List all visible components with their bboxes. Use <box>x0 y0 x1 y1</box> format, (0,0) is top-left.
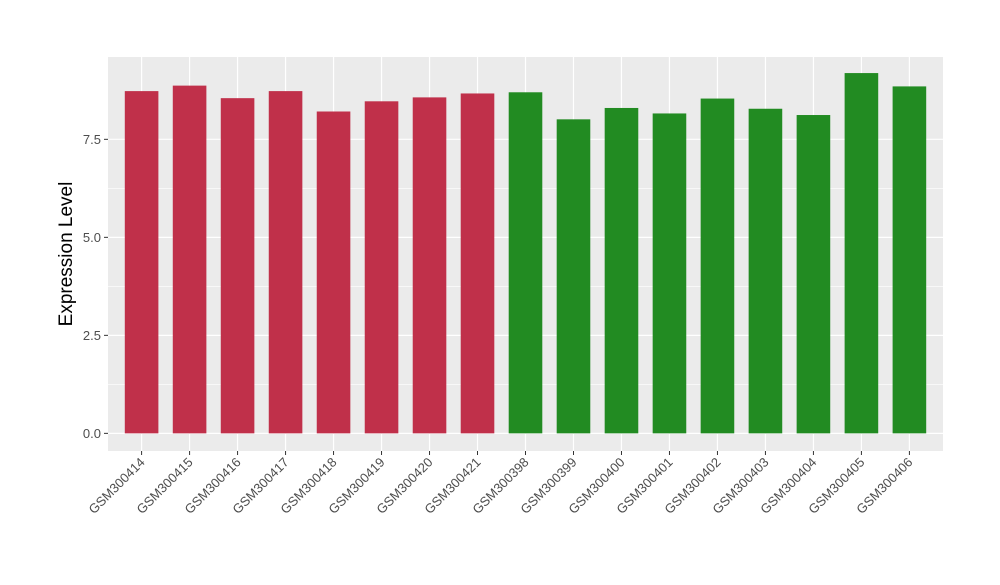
bar <box>556 119 591 434</box>
x-axis: GSM300414GSM300415GSM300416GSM300417GSM3… <box>85 451 916 517</box>
bar <box>892 86 927 434</box>
bar <box>652 113 687 434</box>
bar <box>172 85 207 434</box>
y-tick-label: 7.5 <box>83 132 101 147</box>
bar <box>604 107 639 434</box>
bar <box>796 115 831 434</box>
bar <box>316 111 351 434</box>
bar <box>412 97 447 434</box>
bar <box>748 108 783 434</box>
bar <box>508 92 543 434</box>
bars <box>124 73 927 434</box>
y-tick-label: 0.0 <box>83 426 101 441</box>
y-axis: 0.0 2.5 5.0 7.5 <box>83 132 108 441</box>
y-tick-label: 5.0 <box>83 230 101 245</box>
bar <box>460 93 495 434</box>
bar <box>268 91 303 434</box>
bar <box>844 73 879 434</box>
bar <box>124 91 159 434</box>
bar <box>220 98 255 434</box>
y-tick-label: 2.5 <box>83 328 101 343</box>
bar <box>364 101 399 434</box>
bar <box>700 98 735 434</box>
y-axis-label: Expression Level <box>56 182 77 327</box>
